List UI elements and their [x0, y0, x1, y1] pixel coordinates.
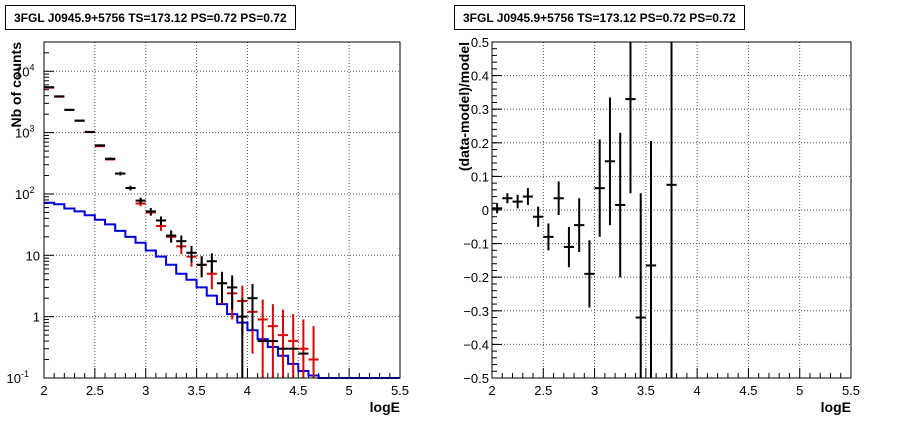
y-tick-label: 1: [33, 310, 40, 325]
x-tick-label: 2: [488, 383, 495, 398]
y-tick-label: 0: [482, 203, 489, 218]
y-tick-label: 10-1: [7, 369, 29, 386]
y-tick-label: 0.4: [471, 69, 489, 84]
residual-series: [492, 42, 677, 378]
y-tick-label: −0.2: [463, 270, 489, 285]
x-tick-label: 4: [694, 383, 701, 398]
x-tick-label: 2.5: [86, 383, 104, 398]
model-step-line: [44, 201, 400, 379]
plot-title: 3FGL J0945.9+5756 TS=173.12 PS=0.72 PS=0…: [5, 5, 296, 30]
x-tick-label: 4.5: [289, 383, 307, 398]
plot-frame: [491, 41, 852, 379]
residual-plot-panel: 3FGL J0945.9+5756 TS=173.12 PS=0.72 PS=0…: [449, 0, 898, 421]
y-tick-label: −0.1: [463, 237, 489, 252]
x-tick-label: 5.5: [391, 383, 409, 398]
y-tick-label: 0.1: [471, 169, 489, 184]
tick-exponent: 2: [29, 185, 34, 195]
data-counts-series: [44, 86, 309, 378]
x-tick-label: 2.5: [534, 383, 552, 398]
x-tick-label: 4.5: [739, 383, 757, 398]
y-tick-label: 10: [26, 248, 40, 263]
x-tick-label: 3.5: [637, 383, 655, 398]
y-tick-label: 0.5: [471, 35, 489, 50]
x-tick-label: 4: [244, 383, 251, 398]
tick-exponent: 3: [29, 124, 34, 134]
x-tick-label: 3: [591, 383, 598, 398]
counts-plot-panel: 3FGL J0945.9+5756 TS=173.12 PS=0.72 PS=0…: [5, 5, 409, 415]
x-tick-label: 3: [142, 383, 149, 398]
residual-chart: 2 2.5 3 3.5 4 4.5 5 5.5 −0.5 −0.4 −0.3 −0.2 −0.1 0 0.1…: [456, 35, 860, 415]
y-tick-label: 0.3: [471, 102, 489, 117]
x-tick-label: 5: [346, 383, 353, 398]
y-tick-label: −0.5: [463, 371, 489, 386]
y-tick-label: −0.3: [463, 304, 489, 319]
x-tick-label: 5.5: [842, 383, 860, 398]
tick-exponent: 4: [29, 62, 34, 72]
plot-title: 3FGL J0945.9+5756 TS=173.12 PS=0.72 PS=0…: [454, 5, 745, 30]
x-tick-label: 3.5: [188, 383, 206, 398]
y-axis-title: (data-model)/model: [456, 42, 472, 171]
plot-frame: [43, 41, 401, 379]
plot-area: [44, 42, 400, 378]
x-axis-title: logE: [821, 399, 851, 415]
x-tick-label: 5: [796, 383, 803, 398]
y-tick-label: 102: [15, 185, 34, 202]
x-tick-label: 2: [40, 383, 47, 398]
x-axis-title: logE: [370, 399, 400, 415]
y-tick-label: −0.4: [463, 337, 489, 352]
tick-exponent: -1: [21, 369, 29, 379]
y-tick-label: 0.2: [471, 136, 489, 151]
y-axis-title: Nb of counts: [8, 42, 24, 128]
